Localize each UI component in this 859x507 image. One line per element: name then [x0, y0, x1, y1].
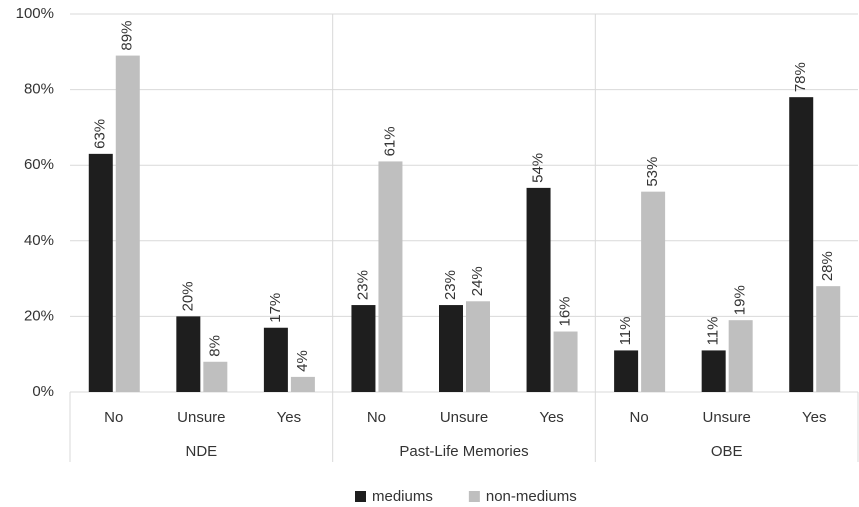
- x-tick-label: No: [367, 409, 386, 426]
- value-label: 11%: [617, 316, 634, 345]
- y-tick-label: 40%: [24, 232, 54, 249]
- value-label: 11%: [705, 316, 722, 345]
- y-tick-label: 20%: [24, 307, 54, 324]
- x-tick-label: Unsure: [440, 409, 488, 426]
- bar: [351, 305, 376, 392]
- bar: [263, 327, 288, 392]
- bar: [466, 301, 490, 392]
- value-label: 23%: [442, 270, 459, 300]
- bar: [290, 376, 315, 392]
- bar: [115, 55, 140, 393]
- bar: [641, 191, 666, 392]
- y-tick-label: 100%: [16, 5, 54, 22]
- value-label: 89%: [119, 21, 136, 51]
- bar: [553, 331, 578, 392]
- legend-swatch: [355, 491, 366, 502]
- x-tick-label: No: [104, 409, 123, 426]
- x-tick-label: Yes: [277, 409, 301, 426]
- value-label: 78%: [792, 62, 809, 92]
- value-label: 63%: [92, 119, 109, 149]
- x-tick-label: Unsure: [702, 409, 750, 426]
- bar: [728, 320, 753, 392]
- bar: [203, 361, 228, 392]
- value-label: 24%: [469, 266, 486, 296]
- group-label: OBE: [711, 443, 743, 460]
- x-tick-label: Yes: [802, 409, 826, 426]
- value-label: 61%: [381, 126, 398, 156]
- value-label: 8%: [206, 335, 223, 357]
- x-tick-label: Yes: [539, 409, 563, 426]
- x-tick-label: No: [630, 409, 649, 426]
- value-label: 19%: [732, 285, 749, 315]
- legend-label: mediums: [372, 488, 433, 505]
- value-label: 17%: [267, 293, 284, 323]
- y-tick-label: 80%: [24, 81, 54, 98]
- legend-swatch: [468, 491, 480, 502]
- legend-label: non-mediums: [486, 488, 577, 505]
- bar: [176, 316, 201, 392]
- y-tick-label: 0%: [32, 383, 54, 400]
- value-label: 54%: [530, 153, 547, 183]
- bar: [526, 187, 551, 392]
- bar: [378, 161, 403, 392]
- value-label: 16%: [557, 296, 574, 326]
- value-label: 53%: [644, 157, 661, 187]
- value-label: 23%: [354, 270, 371, 300]
- bar: [816, 286, 841, 392]
- bar: [789, 97, 814, 392]
- value-label: 28%: [819, 251, 836, 281]
- bar: [88, 153, 113, 392]
- value-label: 20%: [179, 281, 196, 311]
- x-tick-label: Unsure: [177, 409, 225, 426]
- y-tick-label: 60%: [24, 156, 54, 173]
- group-label: NDE: [185, 443, 217, 460]
- bar: [439, 305, 463, 392]
- group-label: Past-Life Memories: [399, 443, 528, 460]
- value-label: 4%: [294, 350, 311, 372]
- bar: [614, 350, 639, 392]
- bar: [701, 350, 726, 392]
